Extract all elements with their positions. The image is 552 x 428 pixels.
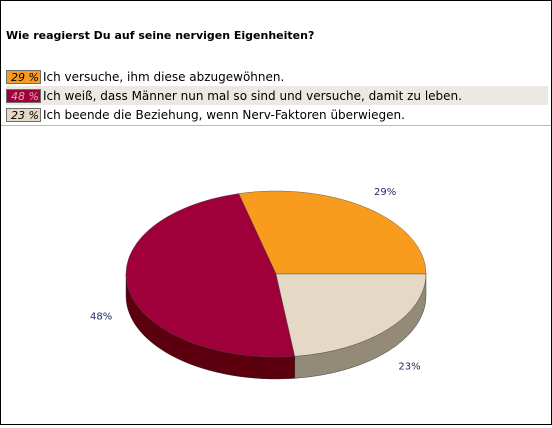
poll-question: Wie reagierst Du auf seine nervigen Eige… <box>6 29 315 42</box>
pie-data-label: 23% <box>398 361 420 372</box>
legend-swatch-percent: 48 % <box>6 88 41 103</box>
pie-slice <box>125 193 296 358</box>
pie-slice <box>238 190 427 275</box>
legend-swatch-percent: 29 % <box>6 69 41 84</box>
pie-slice <box>275 273 427 357</box>
legend-label: Ich versuche, ihm diese abzugewöhnen. <box>43 69 285 84</box>
divider <box>1 125 551 126</box>
pie-data-label: 48% <box>90 312 112 323</box>
legend: 29 % Ich versuche, ihm diese abzugewöhne… <box>6 67 548 124</box>
legend-item: 48 % Ich weiß, dass Männer nun mal so si… <box>6 86 548 105</box>
legend-label: Ich weiß, dass Männer nun mal so sind un… <box>43 88 462 103</box>
legend-swatch-percent: 23 % <box>6 107 41 122</box>
legend-label: Ich beende die Beziehung, wenn Nerv-Fakt… <box>43 107 405 122</box>
pie-chart: 29% 48% 23% <box>90 187 427 380</box>
legend-item: 23 % Ich beende die Beziehung, wenn Nerv… <box>6 105 548 124</box>
pie-chart-area: 29% 48% 23% <box>1 126 551 424</box>
legend-item: 29 % Ich versuche, ihm diese abzugewöhne… <box>6 67 548 86</box>
pie-data-label: 29% <box>374 187 396 198</box>
